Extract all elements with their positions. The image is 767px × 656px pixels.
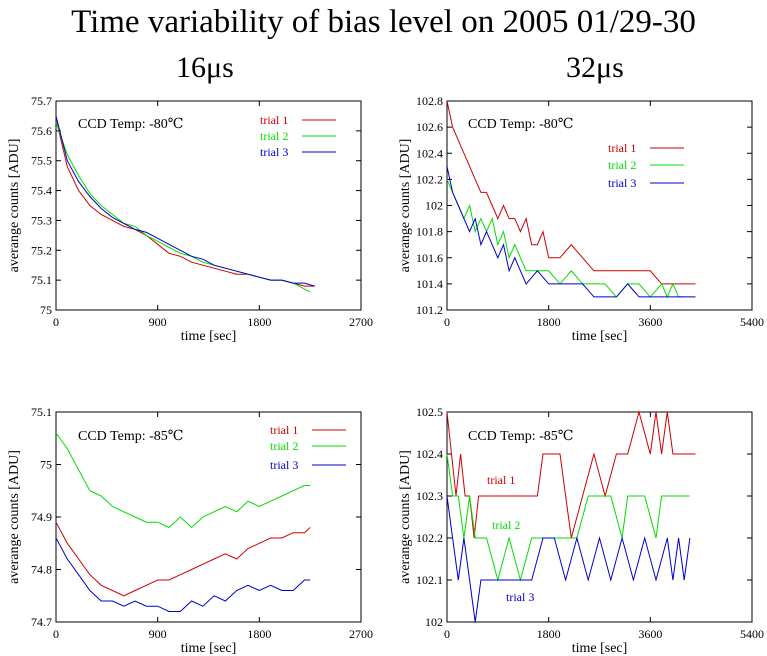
- series-line-trial-1: [55, 521, 311, 597]
- plot-p16-80: 0 900 1800 2700 75 75.1 75.2 75.3 75.4 75.5 75.6 75…: [7, 94, 373, 344]
- series-line-trial-1: [446, 100, 696, 285]
- x-tick-label: 2700: [349, 627, 373, 641]
- x-tick-label: 1800: [537, 627, 561, 641]
- y-tick-label: 75.7: [31, 94, 52, 108]
- plot-p16-85: 0 900 1800 2700 74.7 74.8 74.9 75 75.1 time [sec]…: [7, 405, 373, 656]
- x-tick-label: 900: [149, 315, 167, 329]
- series-line-trial-3: [55, 115, 315, 287]
- temperature-annotation: CCD Temp: -80℃: [468, 117, 573, 132]
- series-line-trial-3: [446, 495, 691, 623]
- y-tick-label: 75.1: [31, 405, 52, 419]
- plot-frame: [446, 411, 753, 623]
- y-tick-label: 75.3: [31, 213, 52, 227]
- column-title-16us: 16μs: [176, 51, 234, 84]
- legend-label: trial 1: [270, 423, 298, 437]
- legend-label: trial 3: [260, 145, 288, 159]
- x-tick-label: 0: [444, 315, 450, 329]
- x-tick-label: 5400: [740, 315, 764, 329]
- temperature-annotation: CCD Temp: -85℃: [468, 429, 573, 444]
- y-tick-label: 75: [40, 303, 52, 317]
- y-tick-label: 102.4: [416, 146, 443, 160]
- temperature-annotation: CCD Temp: -85℃: [78, 429, 183, 444]
- x-axis-label: time [sec]: [181, 641, 237, 656]
- y-axis-label: averange counts [ADU]: [7, 450, 22, 584]
- series-line-trial-2: [55, 432, 311, 529]
- y-tick-label: 74.9: [31, 510, 52, 524]
- x-tick-label: 1800: [247, 627, 271, 641]
- y-axis-label: averange counts [ADU]: [7, 139, 22, 273]
- series-line-trial-2: [446, 179, 685, 299]
- y-axis-label: averange counts [ADU]: [398, 450, 413, 584]
- legend-label: trial 3: [506, 590, 534, 604]
- legend-label: trial 2: [608, 158, 636, 172]
- y-tick-label: 102: [425, 615, 443, 629]
- x-axis-label: time [sec]: [572, 329, 628, 344]
- y-tick-label: 102.6: [416, 120, 443, 134]
- y-tick-label: 102.1: [416, 573, 443, 587]
- legend-label: trial 2: [260, 129, 288, 143]
- y-tick-label: 101.6: [416, 251, 443, 265]
- y-tick-label: 102.2: [416, 531, 443, 545]
- x-tick-label: 0: [53, 315, 59, 329]
- y-tick-label: 102.5: [416, 405, 443, 419]
- legend-label: trial 2: [492, 518, 520, 532]
- y-axis-label: averange counts [ADU]: [398, 139, 413, 273]
- y-tick-label: 74.8: [31, 563, 52, 577]
- y-tick-label: 102.4: [416, 447, 443, 461]
- column-title-32us: 32μs: [566, 51, 624, 84]
- x-tick-label: 1800: [247, 315, 271, 329]
- y-tick-label: 75.2: [31, 243, 52, 257]
- y-tick-label: 75.1: [31, 273, 52, 287]
- legend-label: trial 1: [608, 141, 636, 155]
- x-tick-label: 3600: [638, 627, 662, 641]
- y-tick-label: 102.8: [416, 94, 443, 108]
- y-tick-label: 101.4: [416, 277, 443, 291]
- series-line-trial-1: [55, 118, 315, 287]
- plot-frame: [446, 100, 753, 311]
- plot-p32-80: 0 1800 3600 5400 101.2 101.4 101.6 101.8 102 102.…: [398, 94, 764, 344]
- y-tick-label: 102.2: [416, 172, 443, 186]
- y-tick-label: 102: [425, 199, 443, 213]
- plot-frame: [55, 100, 362, 311]
- y-tick-label: 74.7: [31, 615, 52, 629]
- x-axis-label: time [sec]: [572, 641, 628, 656]
- x-tick-label: 0: [444, 627, 450, 641]
- y-tick-label: 75.5: [31, 154, 52, 168]
- series-line-trial-3: [55, 537, 311, 612]
- y-tick-label: 101.8: [416, 225, 443, 239]
- series-line-trial-1: [446, 410, 696, 539]
- plot-p32-85: 0 1800 3600 5400 102 102.1 102.2 102.3 102.4 102.…: [398, 405, 764, 656]
- legend-label: trial 1: [487, 473, 515, 487]
- y-tick-label: 75: [40, 458, 52, 472]
- temperature-annotation: CCD Temp: -80℃: [78, 117, 183, 132]
- x-tick-label: 0: [53, 627, 59, 641]
- x-tick-label: 900: [149, 627, 167, 641]
- y-tick-label: 102.3: [416, 489, 443, 503]
- y-tick-label: 75.4: [31, 184, 52, 198]
- legend-label: trial 3: [608, 176, 636, 190]
- x-tick-label: 3600: [638, 315, 662, 329]
- y-tick-label: 101.2: [416, 303, 443, 317]
- series-line-trial-3: [446, 166, 696, 298]
- y-tick-label: 75.6: [31, 124, 52, 138]
- legend-label: trial 2: [270, 439, 298, 453]
- x-tick-label: 2700: [349, 315, 373, 329]
- legend-label: trial 1: [260, 113, 288, 127]
- main-title: Time variability of bias level on 2005 0…: [71, 4, 696, 40]
- x-tick-label: 1800: [537, 315, 561, 329]
- x-tick-label: 5400: [740, 627, 764, 641]
- x-axis-label: time [sec]: [181, 329, 237, 344]
- legend-label: trial 3: [270, 458, 298, 472]
